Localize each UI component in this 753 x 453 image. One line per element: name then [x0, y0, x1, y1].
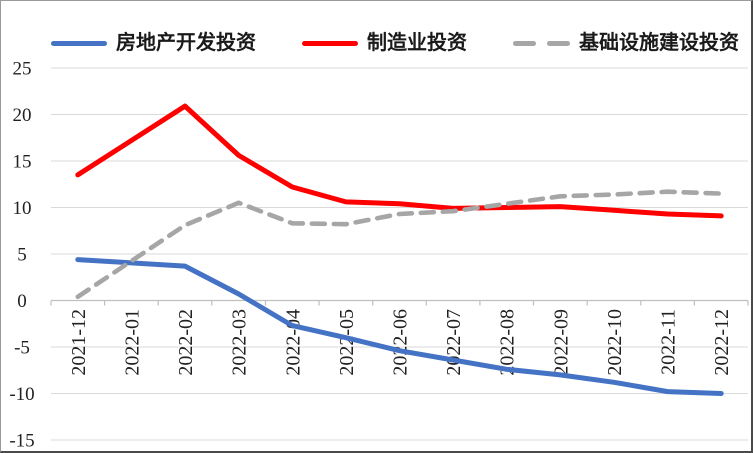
- x-tick-label: 2022-09: [550, 309, 572, 376]
- legend-line-swatch-real-estate: [51, 40, 107, 46]
- y-tick-label: -5: [14, 338, 30, 359]
- legend-line-swatch-manufacturing: [302, 40, 358, 46]
- y-tick-label: 10: [13, 198, 32, 219]
- x-tick-label: 2022-07: [443, 309, 465, 376]
- y-tick-label: -10: [9, 384, 34, 405]
- chart-legend: 房地产开发投资 制造业投资 基础设施建设投资: [51, 33, 739, 53]
- x-tick-label: 2022-05: [336, 309, 358, 376]
- legend-label-infrastructure: 基础设施建设投资: [579, 32, 739, 54]
- y-tick-label: -15: [9, 431, 34, 452]
- x-tick-label: 2022-10: [604, 309, 626, 376]
- x-axis: [50, 299, 749, 306]
- y-axis-labels: 25 20 15 10 5 0 -5 -10 -15: [9, 59, 34, 452]
- legend-item-real-estate-development: 房地产开发投资: [51, 33, 256, 53]
- x-tick-label: 2022-08: [497, 309, 519, 376]
- x-tick-label: 2022-06: [390, 309, 412, 376]
- y-tick-label: 20: [13, 105, 32, 126]
- legend-label-manufacturing: 制造业投资: [367, 32, 467, 54]
- y-tick-label: 5: [17, 245, 27, 266]
- y-tick-label: 25: [13, 59, 32, 80]
- series-line-manufacturing: [75, 103, 724, 219]
- x-tick-label: 2022-11: [658, 309, 680, 375]
- series-line-real-estate-development: [75, 257, 724, 396]
- y-tick-label: 15: [13, 152, 32, 173]
- y-tick-label: 0: [17, 291, 27, 312]
- x-axis-labels: 2021-12 2022-01 2022-02 2022-03 2022-04 2022-…: [68, 309, 733, 376]
- x-tick-label: 2021-12: [68, 309, 90, 376]
- x-tick-label: 2022-03: [229, 309, 251, 376]
- legend-item-manufacturing: 制造业投资: [302, 33, 467, 53]
- x-tick-label: 2022-01: [121, 309, 143, 376]
- legend-label-real-estate: 房地产开发投资: [116, 32, 256, 54]
- legend-item-infrastructure: 基础设施建设投资: [513, 33, 739, 53]
- series-line-infrastructure: [75, 189, 724, 300]
- legend-dashed-line-swatch-infrastructure: [513, 40, 570, 46]
- x-tick-label: 2022-02: [175, 309, 197, 376]
- x-tick-label: 2022-12: [711, 309, 733, 376]
